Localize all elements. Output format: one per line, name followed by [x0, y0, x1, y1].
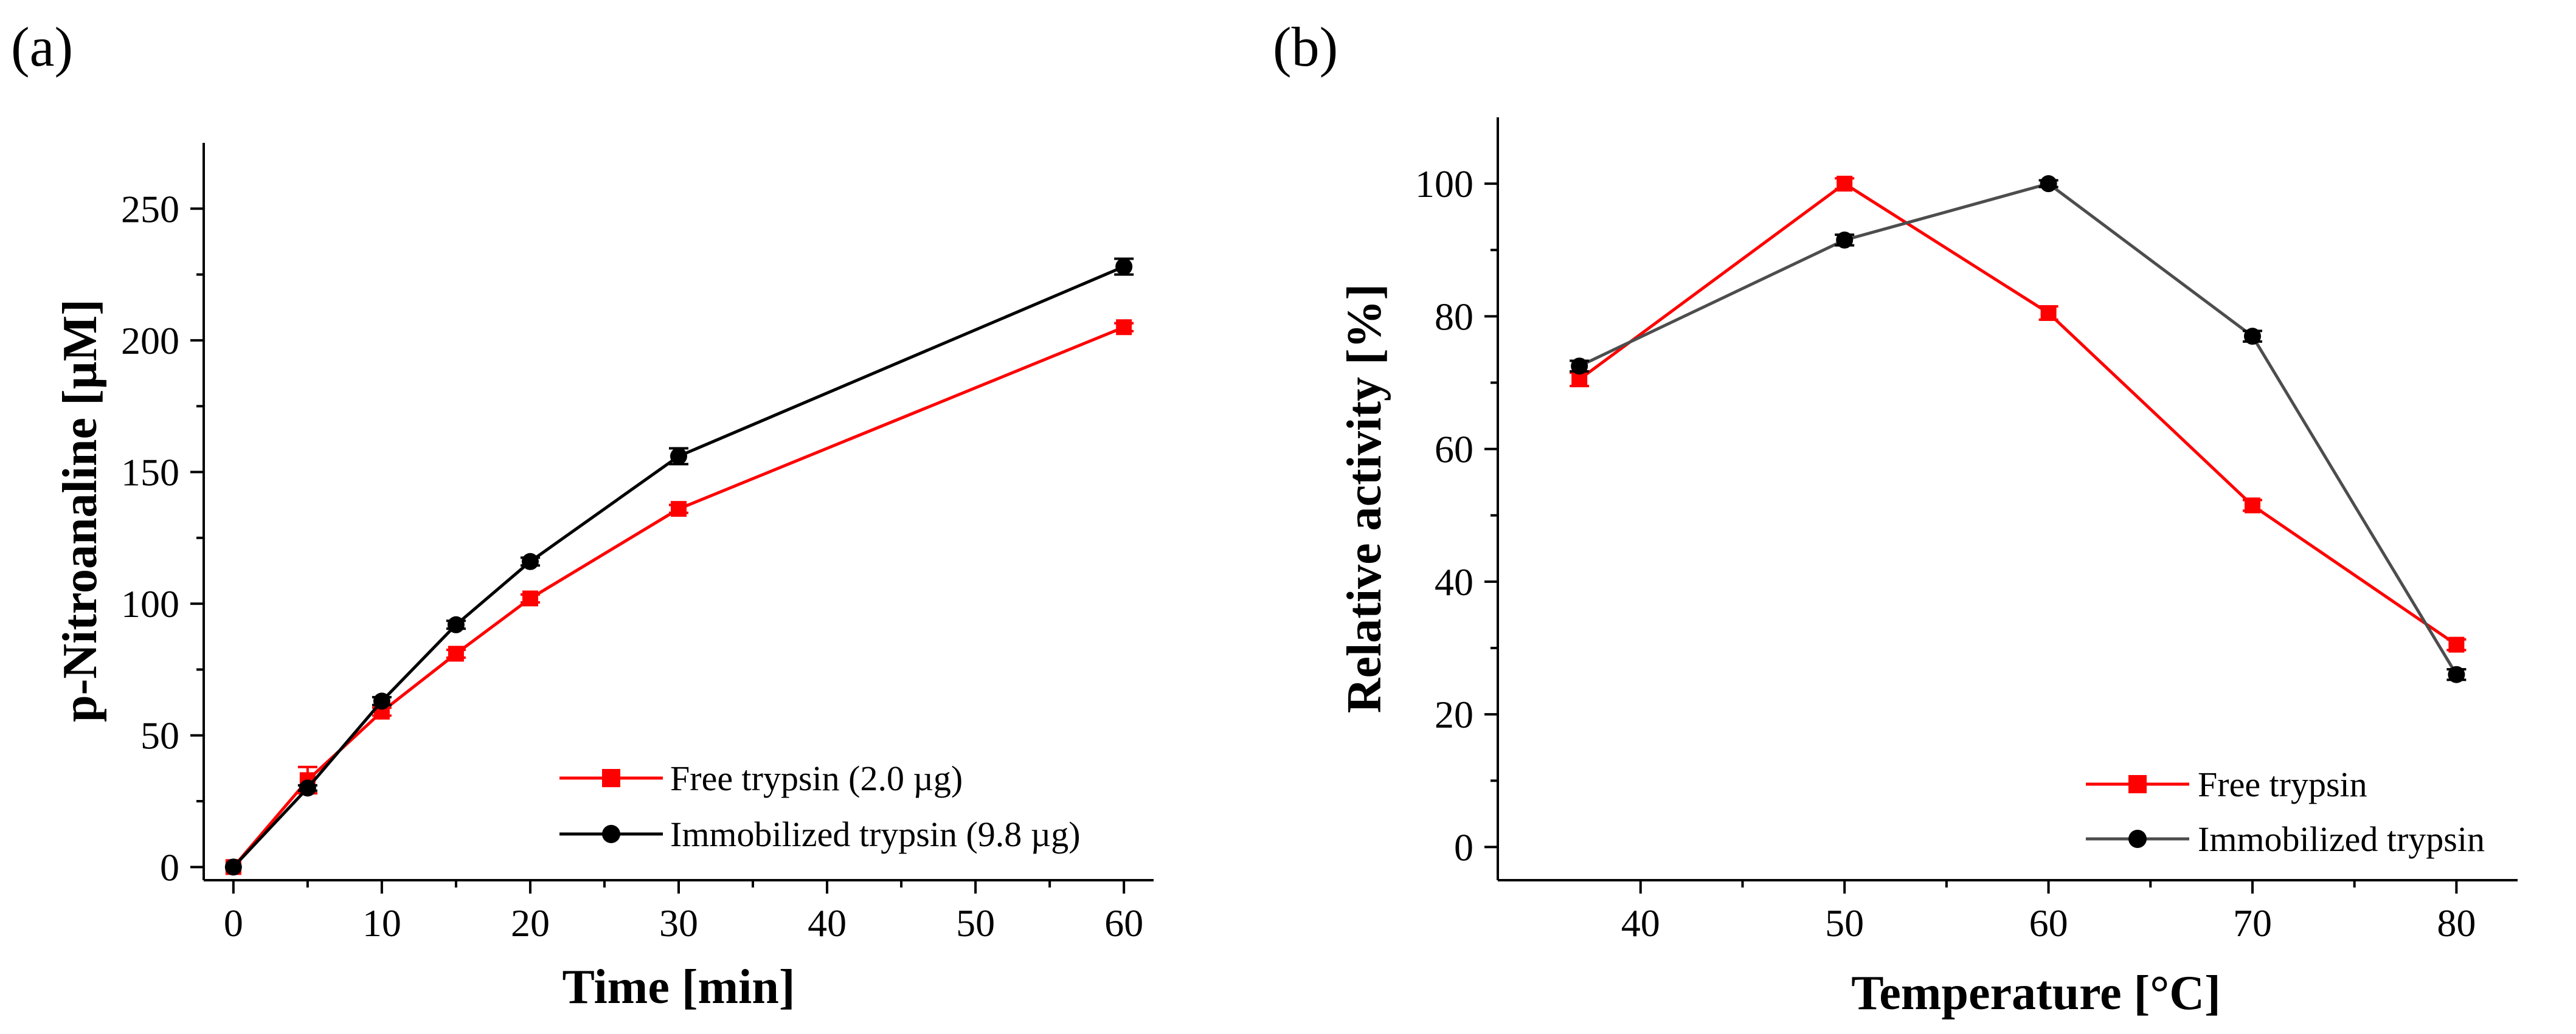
y-tick-label: 40: [1435, 560, 1473, 604]
panel-b-legend: Free trypsin Immobilized trypsin: [2086, 765, 2485, 859]
panel-a-x-ticks: 0 10 20 30 40 50 60: [224, 880, 1143, 945]
panel-a-label: (a): [11, 16, 73, 78]
data-point: [670, 447, 687, 465]
panel-b-x-ticks: 40 50 60 70 80: [1621, 880, 2476, 945]
y-tick-label: 50: [140, 714, 179, 757]
series-0: [1570, 176, 2467, 653]
data-point: [299, 779, 316, 797]
legend-label-free: Free trypsin (2.0 µg): [670, 759, 963, 798]
data-point: [2243, 328, 2261, 345]
y-tick-label: 0: [160, 846, 179, 889]
panel-a-legend: Free trypsin (2.0 µg) Immobilized trypsi…: [559, 759, 1081, 854]
y-tick-label: 200: [121, 319, 179, 362]
data-point: [373, 692, 390, 710]
x-tick-label: 20: [511, 901, 550, 945]
y-tick-label: 0: [1454, 825, 1473, 869]
data-point: [671, 501, 687, 517]
data-point: [447, 616, 465, 633]
series-1: [1570, 175, 2467, 683]
y-tick-label: 60: [1435, 428, 1473, 471]
legend-marker-circle: [602, 825, 620, 843]
panel-b-y-ticks: 0 20 40 60 80 100: [1415, 162, 1498, 869]
data-point: [2244, 497, 2260, 514]
y-tick-label: 100: [1415, 162, 1473, 205]
data-point: [2448, 636, 2465, 653]
x-tick-label: 30: [659, 901, 698, 945]
data-point: [224, 858, 242, 876]
data-point: [1571, 357, 1588, 375]
data-point: [1116, 319, 1132, 336]
series-1: [224, 257, 1134, 876]
panel-a-x-axis-title: Time [min]: [563, 960, 795, 1014]
x-tick-label: 70: [2233, 901, 2272, 945]
x-tick-label: 60: [2029, 901, 2068, 945]
panel-b-label: (b): [1273, 16, 1338, 78]
data-point: [1837, 176, 1853, 192]
y-tick-label: 80: [1435, 295, 1473, 338]
data-point: [2448, 666, 2465, 683]
y-tick-label: 250: [121, 187, 179, 230]
y-tick-label: 150: [121, 451, 179, 494]
x-tick-label: 40: [808, 901, 847, 945]
panel-a-y-ticks: 0 50 100 150 200 250: [121, 187, 204, 889]
legend-label-immobilized: Immobilized trypsin: [2198, 819, 2485, 859]
x-tick-label: 40: [1621, 901, 1660, 945]
panel-b-x-axis-title: Temperature [°C]: [1851, 967, 2220, 1020]
x-tick-label: 50: [956, 901, 995, 945]
data-point: [2040, 175, 2057, 193]
data-point: [1836, 231, 1854, 249]
series-line: [1579, 182, 2458, 675]
data-point: [2040, 305, 2057, 321]
x-tick-label: 0: [224, 901, 243, 945]
x-tick-label: 10: [362, 901, 401, 945]
x-tick-label: 50: [1825, 901, 1864, 945]
legend-marker-square: [2128, 775, 2147, 793]
panel-a: (a) 0 10 20 30 40 50 60 0 50 100 150 200 250 Time […: [11, 16, 1154, 1014]
legend-label-free: Free trypsin: [2198, 765, 2367, 804]
y-tick-label: 20: [1435, 693, 1473, 736]
y-tick-label: 100: [121, 582, 179, 626]
legend-label-immobilized: Immobilized trypsin (9.8 µg): [670, 815, 1081, 854]
panel-a-series: [224, 257, 1134, 876]
legend-marker-circle: [2128, 830, 2147, 848]
data-point: [521, 553, 539, 570]
series-line: [1578, 182, 2457, 646]
data-point: [522, 590, 538, 607]
panel-a-y-axis-title: p-Nitroanaline [µM]: [54, 299, 107, 722]
panel-b-series: [1570, 175, 2467, 683]
x-tick-label: 60: [1104, 901, 1143, 945]
x-tick-label: 80: [2437, 901, 2476, 945]
panel-b: (b) 40 50 60 70 80 0 20 40 60 80 100 Temperature …: [1273, 16, 2518, 1020]
data-point: [1115, 258, 1133, 275]
data-point: [448, 646, 464, 662]
legend-marker-square: [602, 769, 620, 787]
panel-b-y-axis-title: Relative activity [%]: [1338, 284, 1391, 713]
